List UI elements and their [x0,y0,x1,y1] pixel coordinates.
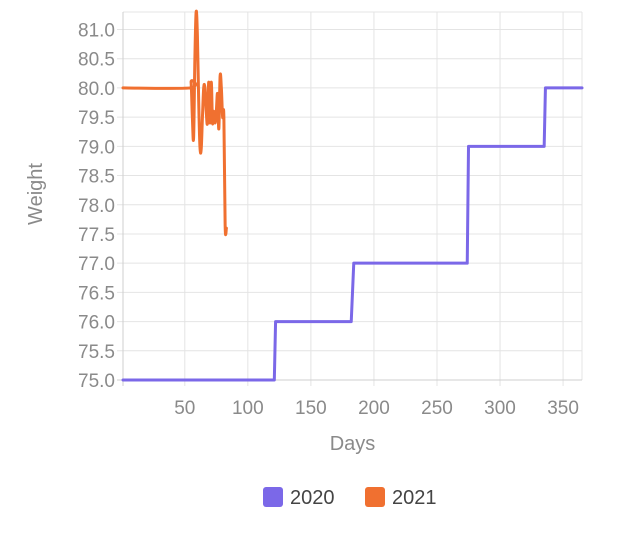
y-tick-label: 78.5 [78,167,115,188]
y-tick-label: 75.0 [78,371,115,392]
y-axis-title: Weight [25,163,47,225]
legend: 2020 2021 [263,487,437,509]
x-tick-label: 250 [421,398,453,419]
y-tick-label: 77.5 [78,225,115,246]
legend-swatch-2020 [263,487,283,507]
series-line-2020 [121,86,584,382]
y-tick-label: 79.5 [78,108,115,129]
legend-label-2020: 2020 [290,487,335,509]
y-tick-label: 81.0 [78,21,115,42]
y-tick-label: 80.0 [78,79,115,100]
x-axis-title: Days [330,433,376,455]
series-lines [121,9,584,382]
legend-swatch-2021 [365,487,385,507]
y-tick-label: 80.5 [78,50,115,71]
grid [117,11,583,386]
legend-label-2021: 2021 [392,487,437,509]
y-tick-label: 78.0 [78,196,115,217]
y-tick-label: 79.0 [78,137,115,158]
x-tick-label: 100 [232,398,264,419]
y-tick-label: 75.5 [78,342,115,363]
series-line-2021 [121,9,228,237]
x-tick-label: 200 [358,398,390,419]
y-tick-label: 76.0 [78,313,115,334]
x-tick-label: 350 [547,398,579,419]
axes: 75.0 75.5 76.0 76.5 77.0 77.5 78.0 78.5 79.0 79.5… [78,12,582,419]
y-tick-label: 77.0 [78,254,115,275]
x-tick-label: 50 [174,398,195,419]
x-tick-label: 150 [295,398,327,419]
x-tick-label: 300 [484,398,516,419]
y-tick-label: 76.5 [78,283,115,304]
